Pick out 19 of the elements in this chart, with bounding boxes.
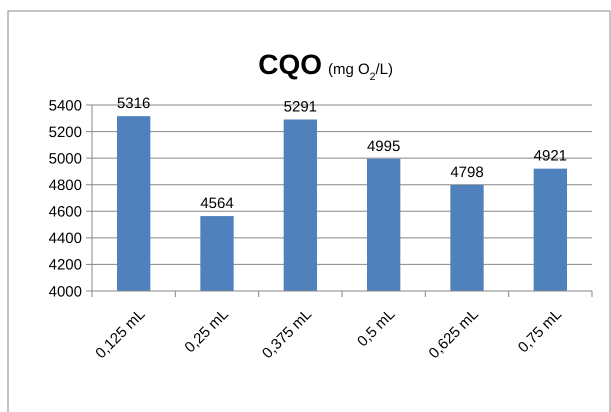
data-label: 4921 — [534, 148, 568, 165]
data-label: 4995 — [366, 138, 400, 155]
y-tick-label: 4400 — [48, 230, 82, 248]
y-tick-label: 4800 — [48, 176, 82, 194]
y-tick-label: 5400 — [48, 97, 82, 114]
chart-subtitle: (mg O$_{2}$/L) — [328, 61, 394, 83]
y-tick-label: 4200 — [48, 256, 82, 274]
chart-title: CQO — [258, 49, 322, 80]
y-tick-label: 4000 — [48, 283, 82, 300]
y-tick-label: 5200 — [48, 124, 82, 141]
data-label: 5316 — [116, 95, 150, 112]
data-label: 4798 — [450, 164, 484, 181]
data-label: 4564 — [200, 195, 234, 212]
x-tick-label: 0,5 mL — [354, 306, 398, 350]
y-tick-label: 5000 — [48, 150, 82, 168]
data-label: 5291 — [284, 98, 318, 116]
y-tick-label: 4600 — [48, 204, 82, 221]
x-tick-label: 0,75 mL — [514, 306, 566, 356]
x-tick-label: 0,25 mL — [181, 306, 232, 356]
